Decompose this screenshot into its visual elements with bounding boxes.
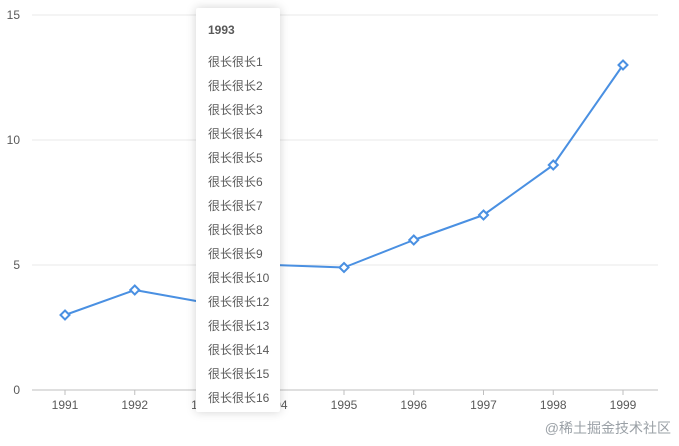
tooltip-title: 1993 [208,23,235,37]
tooltip-item: 很长很长2 [208,79,263,93]
y-tick-label: 10 [7,133,21,147]
tooltip-item: 很长很长12 [208,295,270,309]
x-tick-label: 1998 [540,398,567,412]
tooltip-item: 很长很长15 [208,367,270,381]
data-point-1995[interactable] [338,261,350,274]
grid-lines [32,14,658,391]
x-tick-label: 1999 [610,398,637,412]
tooltip-item: 很长很长10 [208,271,270,285]
x-tick-label: 1992 [121,398,148,412]
tooltip-item: 很长很长6 [208,175,263,189]
watermark: @稀土掘金技术社区 [544,420,671,436]
tooltip-item: 很长很长13 [208,319,270,333]
tooltip-item: 很长很长4 [208,127,263,141]
y-axis: 0 5 10 15 [7,8,21,397]
series-line-path [64,64,624,316]
data-point-1997[interactable] [477,209,490,221]
tooltip-item: 很长很长5 [208,151,263,165]
x-tick-label: 1997 [470,398,497,412]
y-tick-label: 0 [13,383,20,397]
tooltip-list: 很长很长1 很长很长2 很长很长3 很长很长4 很长很长5 很长很长6 很长很长7 很长很长8… [208,50,280,410]
data-point-1998[interactable] [547,159,560,171]
tooltip-item: 很长很长16 [208,391,270,405]
y-tick-label: 15 [7,8,21,22]
x-tick-label: 1991 [52,398,79,412]
x-tick-label: 1995 [331,398,358,412]
tooltip-item: 很长很长9 [208,247,263,261]
tooltip-item: 很长很长14 [208,343,270,357]
series-points[interactable] [59,59,629,321]
data-point-1992[interactable] [128,284,141,296]
tooltip-item: 很长很长1 [208,55,263,69]
x-tick-label: 1996 [400,398,427,412]
data-point-1996[interactable] [407,234,420,246]
tooltip-item: 很长很长7 [208,199,263,213]
x-axis: 199119921993199419951996199719981999 [52,390,637,412]
tooltip-item: 很长很长8 [208,223,263,237]
series-line [64,64,624,316]
tooltip: 1993 很长很长1 很长很长2 很长很长3 很长很长4 很长很长5 很长很长6 很长很长7… [196,8,280,412]
y-tick-label: 5 [13,258,20,272]
data-point-1991[interactable] [59,309,71,321]
tooltip-item: 很长很长3 [208,103,263,117]
data-point-1999[interactable] [617,59,629,71]
